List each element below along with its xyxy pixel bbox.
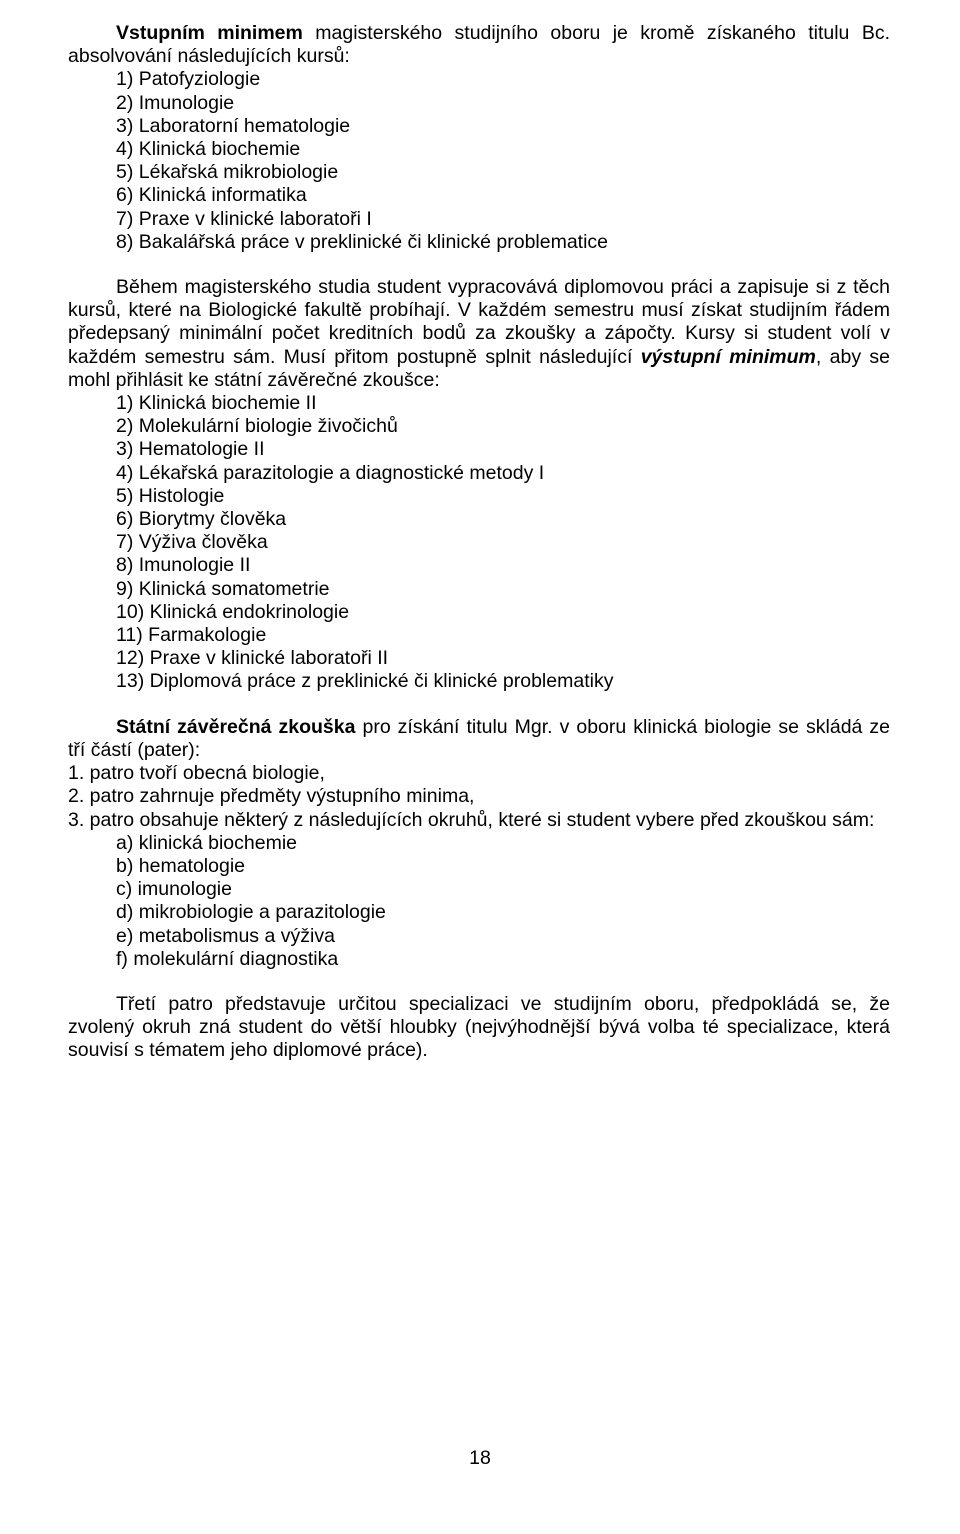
- list-item: 7) Praxe v klinické laboratoři I: [116, 208, 890, 231]
- middle-paragraph: Během magisterského studia student vypra…: [68, 276, 890, 392]
- list-item: b) hematologie: [116, 855, 890, 878]
- tier3-options-list: a) klinická biochemie b) hematologie c) …: [68, 832, 890, 971]
- list-item: 10) Klinická endokrinologie: [116, 601, 890, 624]
- intro-bold-lead: Vstupním minimem: [116, 22, 303, 44]
- intro-paragraph: Vstupním minimem magisterského studijníh…: [68, 22, 890, 68]
- list-item: 6) Biorytmy člověka: [116, 508, 890, 531]
- output-minimum-list: 1) Klinická biochemie II 2) Molekulární …: [68, 392, 890, 694]
- tier-2: 2. patro zahrnuje předměty výstupního mi…: [68, 785, 890, 808]
- list-item: 8) Imunologie II: [116, 554, 890, 577]
- input-minimum-list: 1) Patofyziologie 2) Imunologie 3) Labor…: [68, 68, 890, 254]
- closing-paragraph: Třetí patro představuje určitou speciali…: [68, 993, 890, 1063]
- spacer: [68, 694, 890, 716]
- list-item: 5) Histologie: [116, 485, 890, 508]
- document-page: Vstupním minimem magisterského studijníh…: [0, 0, 960, 1534]
- list-item: 11) Farmakologie: [116, 624, 890, 647]
- exam-paragraph: Státní závěrečná zkouška pro získání tit…: [68, 716, 890, 762]
- spacer: [68, 254, 890, 276]
- list-item: 1) Klinická biochemie II: [116, 392, 890, 415]
- list-item: 12) Praxe v klinické laboratoři II: [116, 647, 890, 670]
- list-item: 8) Bakalářská práce v preklinické či kli…: [116, 231, 890, 254]
- list-item: a) klinická biochemie: [116, 832, 890, 855]
- tier-1: 1. patro tvoří obecná biologie,: [68, 762, 890, 785]
- exam-bold-lead: Státní závěrečná zkouška: [116, 716, 355, 738]
- mid-bold-italic: výstupní minimum: [641, 346, 816, 368]
- list-item: 4) Klinická biochemie: [116, 138, 890, 161]
- list-item: c) imunologie: [116, 878, 890, 901]
- list-item: 2) Imunologie: [116, 92, 890, 115]
- list-item: 3) Hematologie II: [116, 438, 890, 461]
- list-item: 6) Klinická informatika: [116, 184, 890, 207]
- list-item: 5) Lékařská mikrobiologie: [116, 161, 890, 184]
- tier-3: 3. patro obsahuje některý z následujícíc…: [68, 809, 890, 832]
- list-item: 7) Výživa člověka: [116, 531, 890, 554]
- list-item: 9) Klinická somatometrie: [116, 578, 890, 601]
- list-item: 1) Patofyziologie: [116, 68, 890, 91]
- spacer: [68, 971, 890, 993]
- list-item: f) molekulární diagnostika: [116, 948, 890, 971]
- page-number: 18: [0, 1447, 960, 1470]
- list-item: 3) Laboratorní hematologie: [116, 115, 890, 138]
- list-item: e) metabolismus a výživa: [116, 925, 890, 948]
- list-item: d) mikrobiologie a parazitologie: [116, 901, 890, 924]
- list-item: 2) Molekulární biologie živočichů: [116, 415, 890, 438]
- list-item: 13) Diplomová práce z preklinické či kli…: [116, 670, 890, 693]
- list-item: 4) Lékařská parazitologie a diagnostické…: [116, 462, 890, 485]
